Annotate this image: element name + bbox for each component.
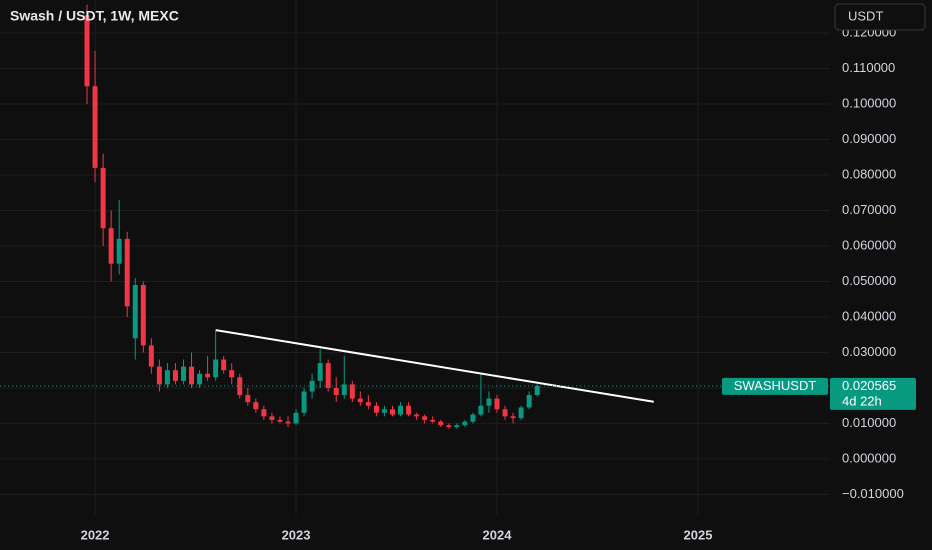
candle-body <box>261 409 267 417</box>
candle-body <box>229 370 235 378</box>
y-tick-label: 0.010000 <box>842 415 896 430</box>
candle-body <box>156 366 162 385</box>
plot-area <box>0 4 830 429</box>
currency-button-label[interactable]: USDT <box>848 8 883 23</box>
y-tick-label: 0.090000 <box>842 131 896 146</box>
candle-body <box>478 405 484 415</box>
candle-body <box>381 409 387 413</box>
candle-body <box>333 387 339 396</box>
candle-body <box>301 391 307 413</box>
candle-body <box>486 398 492 406</box>
candle-body <box>462 421 468 426</box>
candle-body <box>132 285 138 339</box>
candle-body <box>213 359 219 378</box>
candle-body <box>357 398 363 403</box>
candle-body <box>189 366 195 385</box>
candle-body <box>148 345 154 367</box>
y-tick-label: 0.070000 <box>842 202 896 217</box>
axes: 0.1200000.1100000.1000000.0900000.080000… <box>81 24 916 542</box>
candle-body <box>253 402 259 410</box>
x-tick-label: 2025 <box>684 527 713 542</box>
y-tick-label: 0.000000 <box>842 450 896 465</box>
candle-body <box>124 238 130 307</box>
y-tick-label: 0.080000 <box>842 166 896 181</box>
y-tick-label: 0.030000 <box>842 344 896 359</box>
y-tick-label: −0.010000 <box>842 486 904 501</box>
candle-body <box>277 419 283 422</box>
candle-body <box>494 398 500 410</box>
candle-body <box>430 419 436 422</box>
candle-body <box>373 405 379 413</box>
candle-body <box>438 421 444 426</box>
candle-body <box>470 414 476 422</box>
candle-body <box>454 425 460 427</box>
candle-body <box>365 402 371 406</box>
candle-body <box>180 366 186 381</box>
candle-body <box>245 395 251 403</box>
candle-body <box>406 405 412 415</box>
y-tick-label: 0.100000 <box>842 95 896 110</box>
symbol-tag <box>722 377 828 395</box>
candle-body <box>341 384 347 396</box>
candle-body <box>510 416 516 419</box>
x-tick-label: 2023 <box>282 527 311 542</box>
candle-body <box>518 407 524 419</box>
symbol-tag-label: SWASHUSDT <box>734 378 817 393</box>
candle-body <box>526 395 532 408</box>
candle-body <box>389 409 395 415</box>
price-tag-label: 0.020565 <box>842 378 896 393</box>
chart-title: Swash / USDT, 1W, MEXC <box>10 8 179 24</box>
x-tick-label: 2022 <box>81 527 110 542</box>
candle-body <box>116 238 122 264</box>
candle-body <box>534 385 540 396</box>
candle-body <box>100 167 106 229</box>
currency-button[interactable] <box>834 3 926 31</box>
candle-body <box>164 370 170 385</box>
candle-body <box>140 285 146 346</box>
candle-body <box>422 416 428 420</box>
y-tick-label: 0.110000 <box>842 60 895 75</box>
candle-body <box>349 384 355 399</box>
candle-body <box>293 412 299 424</box>
y-tick-label: 0.060000 <box>842 237 896 252</box>
candle-body <box>92 86 98 168</box>
x-tick-label: 2024 <box>483 527 513 542</box>
candle-body <box>205 373 211 378</box>
candle-body <box>285 421 291 424</box>
candle-body <box>317 363 323 381</box>
candle-body <box>108 228 114 264</box>
candle-body <box>414 414 420 417</box>
countdown-label: 4d 22h <box>842 393 882 408</box>
candle-body <box>325 363 331 388</box>
grid <box>0 0 830 515</box>
candle-body <box>84 15 90 87</box>
y-tick-label: 0.040000 <box>842 308 896 323</box>
trendline <box>215 329 654 403</box>
candle-body <box>446 425 452 427</box>
candle-body <box>237 377 243 396</box>
y-tick-label: 0.050000 <box>842 273 896 288</box>
candle-body <box>221 359 227 371</box>
candle-body <box>398 405 404 415</box>
candle-body <box>502 409 508 417</box>
candle-body <box>172 370 178 381</box>
candle-body <box>197 373 203 385</box>
candle-body <box>269 416 275 420</box>
price-tag <box>830 377 916 410</box>
